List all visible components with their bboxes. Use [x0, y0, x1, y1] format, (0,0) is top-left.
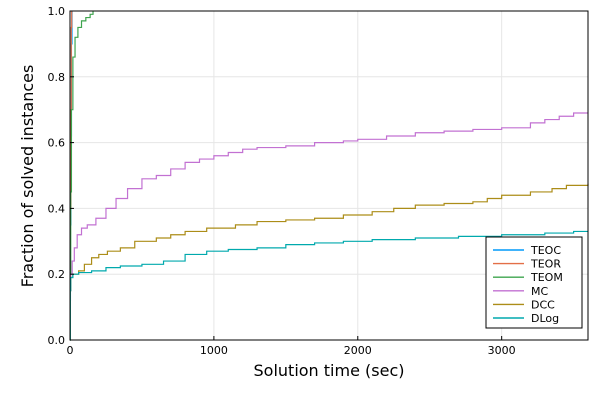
y-axis-ticks: 0.0 0.2 0.4 0.6 0.8 1.0	[48, 5, 74, 347]
series-line-dlog	[69, 230, 588, 341]
x-axis-ticks: 0 1000 2000 3000	[67, 336, 516, 357]
series-line-teom	[69, 11, 94, 341]
legend-label: MC	[531, 285, 548, 298]
y-tick-label: 0.0	[48, 334, 66, 347]
y-tick-label: 0.8	[48, 71, 66, 84]
x-tick-label: 3000	[488, 344, 516, 357]
x-axis-title: Solution time (sec)	[254, 361, 405, 380]
legend-label: TEOC	[530, 244, 561, 257]
plot-frame	[69, 10, 589, 341]
x-tick-label: 1000	[200, 344, 228, 357]
legend-label: DCC	[531, 298, 555, 311]
legend-box	[485, 236, 583, 329]
y-tick-label: 0.4	[48, 202, 66, 215]
y-tick-label: 0.6	[48, 137, 66, 150]
legend-label: TEOR	[530, 258, 561, 271]
y-tick-label: 0.2	[48, 268, 66, 281]
series-line-mc	[69, 112, 588, 341]
x-tick-label: 2000	[344, 344, 372, 357]
legend-label: DLog	[531, 312, 559, 325]
legend-label: TEOM	[530, 271, 563, 284]
series-line-dcc	[69, 183, 589, 341]
x-tick-label: 0	[67, 344, 74, 357]
y-tick-label: 1.0	[48, 5, 66, 18]
y-axis-title: Fraction of solved instances	[18, 65, 37, 288]
